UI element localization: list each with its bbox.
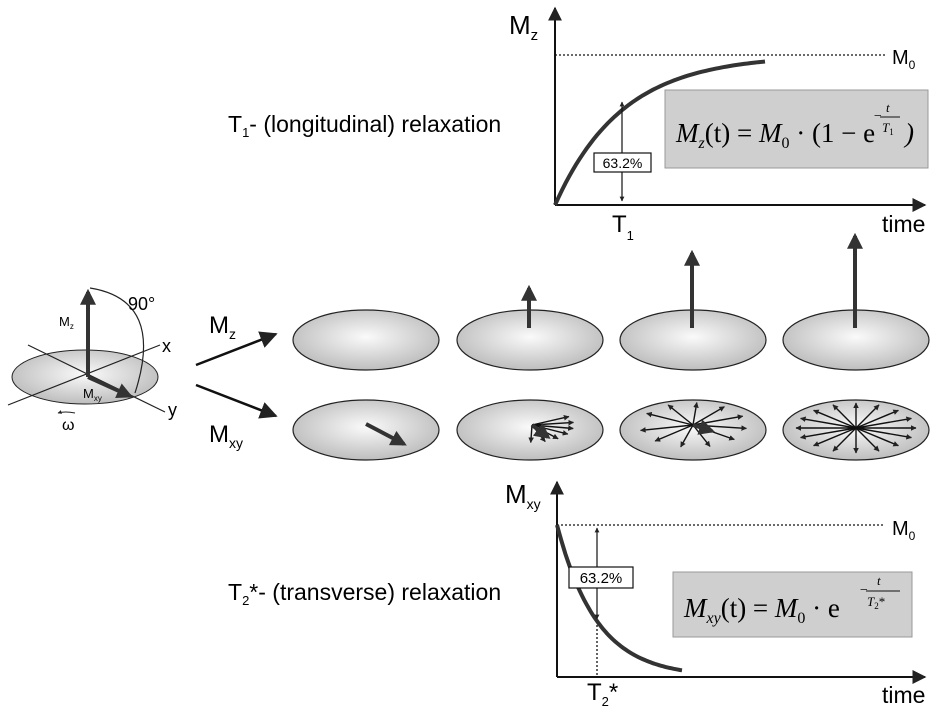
label-sub: 0 bbox=[909, 58, 916, 72]
title-main: T bbox=[228, 579, 242, 605]
label-sub: xy bbox=[94, 394, 102, 403]
label-sub: z bbox=[531, 27, 539, 44]
exp-num: t bbox=[877, 573, 881, 588]
top-plot bbox=[555, 8, 928, 205]
f-part: xy bbox=[706, 610, 722, 627]
asymptote-label: M0 bbox=[892, 518, 916, 543]
angle-label: 90° bbox=[128, 294, 155, 314]
row-arrow bbox=[196, 334, 276, 365]
label-sub: 2 bbox=[602, 694, 609, 709]
formula: Mz(t) = M0 · (1 − e bbox=[675, 118, 875, 152]
formula-close: ) bbox=[903, 118, 914, 148]
label-sub: xy bbox=[229, 435, 243, 451]
marker-label: T2* bbox=[587, 679, 618, 709]
row-arrow bbox=[196, 385, 276, 416]
f-part: M bbox=[683, 593, 708, 623]
disks bbox=[293, 236, 929, 460]
f-part: 1 bbox=[889, 127, 894, 137]
row-label: Mxy bbox=[209, 421, 243, 451]
title-sub: 1 bbox=[242, 125, 249, 140]
x-label: time bbox=[882, 682, 925, 708]
label-main: M bbox=[892, 518, 909, 540]
asymptote-label: M0 bbox=[892, 47, 916, 72]
x-axis-label: x bbox=[162, 336, 171, 356]
percent-label: 63.2% bbox=[603, 155, 643, 171]
omega-arrow bbox=[58, 412, 75, 413]
f-part: M bbox=[675, 118, 700, 148]
label-sub: xy bbox=[527, 496, 541, 512]
f-part: (t) = bbox=[721, 593, 775, 623]
label-sub: 0 bbox=[909, 529, 916, 543]
label-main: M bbox=[509, 10, 531, 40]
exp-num: t bbox=[886, 100, 890, 115]
diagram: Mz M0 T1- (longitudinal) relaxation 63.2… bbox=[0, 0, 932, 714]
f-part: M bbox=[774, 593, 799, 623]
label-main: M bbox=[83, 386, 94, 401]
f-part: 0 bbox=[781, 135, 789, 152]
disk bbox=[293, 310, 439, 370]
row-label: Mz bbox=[209, 312, 236, 342]
y-axis-label: y bbox=[168, 400, 177, 420]
label-sub: z bbox=[70, 322, 74, 331]
f-part: 0 bbox=[797, 610, 805, 627]
label-sub: z bbox=[229, 326, 236, 342]
x-label: time bbox=[882, 211, 925, 237]
f-part: * bbox=[879, 594, 886, 609]
marker-label: T1 bbox=[612, 211, 634, 243]
y-label: Mz bbox=[509, 10, 538, 44]
omega-label: ω bbox=[62, 417, 75, 434]
label-main: M bbox=[505, 479, 527, 509]
f-part: M bbox=[758, 118, 783, 148]
f-part: (t) = bbox=[705, 118, 759, 148]
label-sub: 1 bbox=[627, 228, 634, 243]
percent-label: 63.2% bbox=[580, 570, 623, 587]
label-main: T bbox=[612, 211, 627, 238]
label-main: T bbox=[587, 679, 602, 706]
title: T1- (longitudinal) relaxation bbox=[228, 111, 501, 140]
label-main: M bbox=[59, 314, 70, 329]
title-sub: 2 bbox=[242, 593, 249, 608]
curve bbox=[557, 525, 682, 670]
label-rest: * bbox=[609, 679, 618, 706]
title-main: T bbox=[228, 111, 242, 137]
title-rest: - (longitudinal) relaxation bbox=[249, 111, 501, 137]
f-part: · e bbox=[805, 593, 839, 623]
title-rest: *- (transverse) relaxation bbox=[249, 579, 501, 605]
mz-label: Mz bbox=[59, 314, 74, 331]
f-part: · (1 − e bbox=[789, 118, 875, 148]
y-label: Mxy bbox=[505, 479, 541, 512]
label-main: M bbox=[209, 312, 229, 339]
disk bbox=[293, 400, 439, 460]
disk bbox=[457, 400, 603, 460]
label-main: M bbox=[892, 47, 909, 69]
label-main: M bbox=[209, 421, 229, 448]
title: T2*- (transverse) relaxation bbox=[228, 579, 501, 608]
